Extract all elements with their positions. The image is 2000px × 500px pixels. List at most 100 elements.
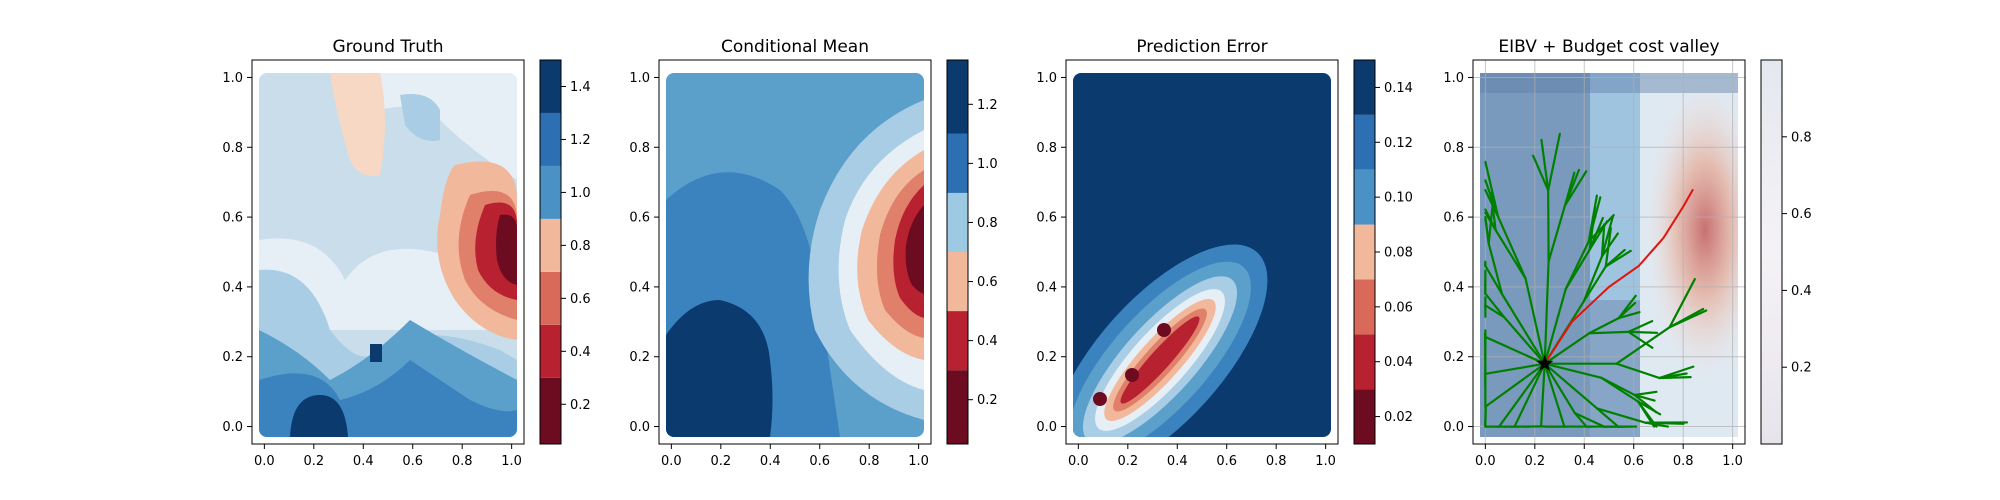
colorbar-band bbox=[1354, 389, 1375, 444]
tree-branch bbox=[1543, 287, 1567, 365]
colorbar-tick-label: 0.08 bbox=[1384, 246, 1413, 261]
tree-branch bbox=[1668, 277, 1696, 329]
tree-branch bbox=[1484, 362, 1546, 375]
colorbar-tick-label: 0.8 bbox=[570, 239, 591, 254]
tree-branch bbox=[1539, 362, 1546, 428]
tree-branch bbox=[1531, 154, 1550, 192]
tree-branch bbox=[1497, 215, 1527, 280]
tree-branch bbox=[1600, 232, 1619, 258]
colorbar-tick-label: 0.14 bbox=[1384, 81, 1413, 96]
y-tick-label: 0.8 bbox=[629, 141, 650, 156]
heatmap-ground-truth bbox=[259, 73, 517, 437]
colorbar-tick-label: 0.4 bbox=[1791, 284, 1812, 299]
colorbar-band bbox=[1354, 60, 1375, 115]
tree-branch bbox=[1543, 362, 1603, 379]
x-tick-label: 0.4 bbox=[760, 454, 781, 469]
x-axis: 0.0 0.2 0.4 0.6 0.8 1.0 bbox=[1068, 444, 1336, 469]
current-location-star bbox=[1536, 354, 1554, 371]
y-tick-label: 0.8 bbox=[222, 141, 243, 156]
axes-frame bbox=[658, 59, 932, 445]
tree-branch bbox=[1627, 330, 1654, 349]
tree-branch bbox=[1498, 362, 1546, 428]
tree-branch bbox=[1484, 362, 1546, 408]
tree-branch bbox=[1633, 393, 1656, 402]
y-tick-label: 0.6 bbox=[222, 211, 243, 226]
tree-branch bbox=[1588, 330, 1630, 335]
colorbar-tick-label: 0.8 bbox=[977, 216, 998, 231]
y-tick-label: 1.0 bbox=[1443, 71, 1464, 86]
tree-branch bbox=[1540, 138, 1550, 192]
x-tick-label: 0.2 bbox=[1524, 454, 1545, 469]
y-tick-label: 0.8 bbox=[1036, 141, 1057, 156]
tree-branch bbox=[1617, 301, 1637, 320]
tree-branch bbox=[1627, 330, 1659, 334]
colorbar-tick-label: 0.12 bbox=[1384, 136, 1413, 151]
x-tick-label: 0.4 bbox=[353, 454, 374, 469]
tree-branch bbox=[1595, 407, 1647, 424]
panel-prediction-error: 0.0 0.2 0.4 0.6 0.8 1.0 0.0 0.2 0.4 0.6 0.8 1.0 Pr… bbox=[1036, 37, 1413, 469]
y-tick-label: 0.6 bbox=[1036, 211, 1057, 226]
axes-frame bbox=[1472, 59, 1746, 445]
tree-branch bbox=[1487, 242, 1504, 296]
y-tick-label: 1.0 bbox=[1036, 71, 1057, 86]
x-tick-label: 0.0 bbox=[1068, 454, 1089, 469]
colorbar-tick-label: 0.2 bbox=[977, 393, 998, 408]
x-tick-label: 0.6 bbox=[1623, 454, 1644, 469]
y-tick-label: 1.0 bbox=[629, 71, 650, 86]
grid bbox=[1473, 60, 1745, 444]
colorbar-tick-label: 0.6 bbox=[977, 275, 998, 290]
panel-title: Ground Truth bbox=[332, 37, 443, 57]
tree-branch bbox=[1615, 362, 1661, 380]
colorbar: 0.2 0.4 0.6 0.8 1.0 1.2 bbox=[946, 59, 998, 445]
tree-branch bbox=[1604, 248, 1626, 268]
x-tick-label: 1.0 bbox=[1315, 454, 1336, 469]
colorbar: 0.2 0.4 0.6 0.8 1.0 1.2 1.4 bbox=[539, 59, 591, 445]
colorbar-tick-label: 0.02 bbox=[1384, 410, 1413, 425]
tree-branch bbox=[1503, 316, 1546, 365]
colorbar-tick-label: 0.04 bbox=[1384, 355, 1413, 370]
colorbar-tick-label: 1.2 bbox=[977, 98, 998, 113]
tree-branch bbox=[1563, 171, 1576, 207]
colorbar-band bbox=[947, 370, 968, 444]
tree-branch bbox=[1484, 304, 1506, 319]
colorbar-band bbox=[1354, 114, 1375, 170]
x-tick-label: 0.4 bbox=[1167, 454, 1188, 469]
x-tick-label: 1.0 bbox=[908, 454, 929, 469]
tree-branch bbox=[1588, 317, 1620, 335]
tree-branch bbox=[1524, 277, 1546, 365]
colorbar-frame bbox=[946, 59, 969, 445]
tree-branch bbox=[1494, 229, 1527, 280]
tree-branch bbox=[1543, 362, 1599, 410]
colorbar-tick-label: 1.0 bbox=[977, 157, 998, 172]
colorbar-tick-label: 0.4 bbox=[977, 334, 998, 349]
y-axis: 0.0 0.2 0.4 0.6 0.8 1.0 bbox=[629, 71, 659, 435]
x-tick-label: 0.2 bbox=[303, 454, 324, 469]
colorbar-tick-label: 0.2 bbox=[570, 398, 591, 413]
panel-title: EIBV + Budget cost valley bbox=[1498, 37, 1719, 57]
panel-eibv-cost-valley: 0.0 0.2 0.4 0.6 0.8 1.0 0.0 0.2 0.4 0.6 0.8 1.0 EI… bbox=[1443, 37, 1811, 469]
y-tick-label: 0.4 bbox=[1443, 280, 1464, 295]
x-tick-label: 0.6 bbox=[1216, 454, 1237, 469]
tree-branch bbox=[1633, 390, 1658, 397]
tree-branch bbox=[1513, 362, 1546, 428]
heatmap-prediction-error bbox=[1073, 73, 1331, 437]
panel-title: Conditional Mean bbox=[721, 37, 869, 57]
colorbar-band bbox=[540, 112, 561, 166]
colorbar-band bbox=[947, 60, 968, 134]
tree-branch bbox=[1587, 213, 1615, 243]
y-tick-label: 0.6 bbox=[629, 211, 650, 226]
panel-title: Prediction Error bbox=[1136, 37, 1267, 57]
tree-branch bbox=[1543, 260, 1550, 365]
y-axis: 0.0 0.2 0.4 0.6 0.8 1.0 bbox=[1036, 71, 1066, 435]
tree-branch bbox=[1484, 335, 1546, 365]
tree-branch bbox=[1582, 255, 1604, 303]
tree-branch bbox=[1564, 240, 1590, 290]
tree-branch bbox=[1547, 132, 1561, 192]
x-axis: 0.0 0.2 0.4 0.6 0.8 1.0 bbox=[1475, 444, 1743, 469]
y-tick-label: 0.4 bbox=[222, 280, 243, 295]
tree-branch bbox=[1484, 264, 1504, 296]
tree-branch bbox=[1668, 307, 1705, 329]
x-tick-label: 0.2 bbox=[710, 454, 731, 469]
path-tree bbox=[1484, 132, 1708, 428]
heatmap-conditional-mean bbox=[666, 73, 924, 437]
